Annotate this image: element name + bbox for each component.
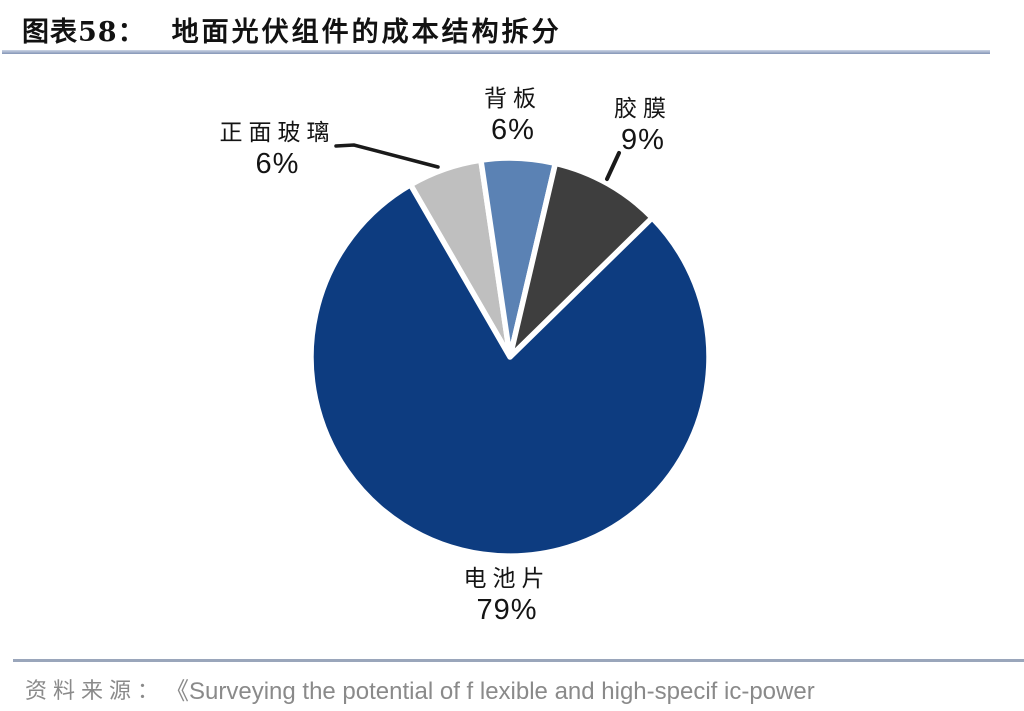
pie-label-backsheet-name: 背板 [484, 86, 542, 112]
pie-label-front-glass-name: 正面玻璃 [219, 120, 336, 146]
pie-slices-group [308, 155, 712, 559]
figure-title: 地面光伏组件的成本结构拆分 [171, 17, 562, 48]
pie-label-cell-name: 电池片 [463, 566, 551, 592]
leader-line-film [605, 151, 621, 181]
pie-label-front-glass: 正面玻璃 6% [195, 118, 360, 180]
pie-label-cell-value: 79% [476, 594, 538, 626]
pie-label-film-value: 9% [621, 124, 665, 156]
pie-label-cell: 电池片 79% [422, 564, 592, 626]
pie-slice-film [507, 160, 655, 360]
pie-label-film: 胶膜 9% [573, 94, 713, 156]
title-divider-line [2, 50, 990, 54]
figure-header: 图表58： 地面光伏组件的成本结构拆分 [22, 10, 562, 49]
pie-label-front-glass-value: 6% [255, 148, 300, 180]
leader-line-front-glass [334, 143, 440, 169]
pie-label-film-name: 胶膜 [614, 96, 672, 122]
source-citation: 《Surveying the potential of f lexible an… [177, 678, 815, 705]
source-line: 资料来源： 《Surveying the potential of f lexib… [25, 671, 1020, 706]
pie-slice-cell [308, 181, 712, 559]
pie-label-backsheet: 背板 6% [443, 84, 583, 146]
figure-number-label: 图表58： [22, 17, 146, 48]
source-divider-line [13, 659, 1024, 662]
pie-label-backsheet-value: 6% [491, 114, 535, 146]
source-prefix: 资料来源： [25, 679, 166, 704]
